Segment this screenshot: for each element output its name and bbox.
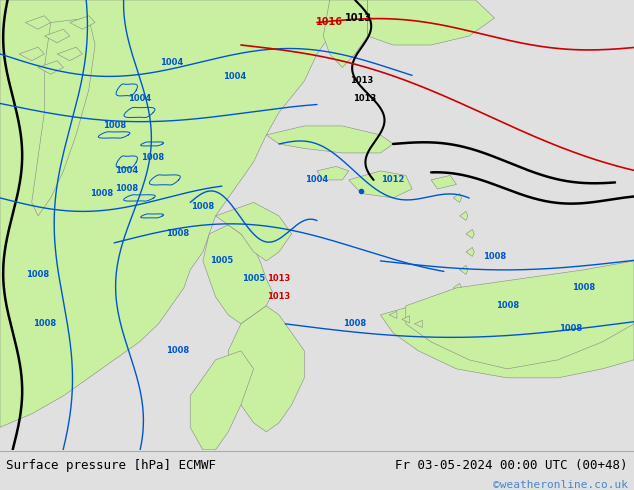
Text: 1013: 1013: [268, 293, 290, 301]
Polygon shape: [466, 247, 474, 256]
Polygon shape: [44, 29, 70, 43]
Polygon shape: [228, 306, 304, 432]
Polygon shape: [0, 0, 330, 427]
Polygon shape: [406, 261, 634, 369]
Polygon shape: [32, 18, 95, 216]
Polygon shape: [460, 211, 468, 220]
Polygon shape: [460, 266, 468, 274]
Text: 1008: 1008: [141, 153, 164, 162]
Text: 1008: 1008: [191, 202, 214, 211]
Text: 1008: 1008: [559, 324, 582, 333]
Text: 1008: 1008: [103, 122, 126, 130]
Polygon shape: [216, 202, 292, 261]
Polygon shape: [466, 229, 474, 239]
Text: 1004: 1004: [223, 72, 246, 81]
Text: 1004: 1004: [160, 58, 183, 68]
Polygon shape: [57, 47, 82, 61]
Polygon shape: [380, 270, 634, 378]
Text: 1013: 1013: [345, 13, 372, 23]
Text: 1005: 1005: [242, 274, 265, 283]
Text: Fr 03-05-2024 00:00 UTC (00+48): Fr 03-05-2024 00:00 UTC (00+48): [395, 460, 628, 472]
Polygon shape: [190, 351, 254, 450]
Text: 1013: 1013: [350, 76, 373, 85]
Polygon shape: [368, 0, 495, 45]
Polygon shape: [203, 225, 273, 324]
Text: 1008: 1008: [496, 301, 519, 310]
Text: 1008: 1008: [27, 270, 49, 279]
Polygon shape: [323, 0, 368, 68]
Polygon shape: [453, 283, 462, 293]
Text: 1008: 1008: [166, 229, 189, 239]
Polygon shape: [453, 194, 462, 202]
Text: 1013: 1013: [268, 274, 290, 283]
Text: 1008: 1008: [90, 189, 113, 198]
Text: 1008: 1008: [572, 283, 595, 293]
Polygon shape: [349, 171, 412, 198]
Text: ©weatheronline.co.uk: ©weatheronline.co.uk: [493, 480, 628, 490]
Text: 1005: 1005: [210, 256, 233, 266]
Text: 1016: 1016: [316, 18, 343, 27]
Polygon shape: [266, 126, 393, 153]
Polygon shape: [25, 16, 51, 29]
Polygon shape: [19, 47, 44, 61]
Polygon shape: [70, 16, 95, 29]
Text: 1013: 1013: [353, 95, 376, 103]
Polygon shape: [431, 175, 456, 189]
Text: Surface pressure [hPa] ECMWF: Surface pressure [hPa] ECMWF: [6, 460, 216, 472]
Text: 1004: 1004: [115, 167, 138, 175]
Polygon shape: [38, 61, 63, 74]
Text: 1008: 1008: [483, 252, 506, 261]
Text: 1008: 1008: [166, 346, 189, 355]
Text: 1004: 1004: [306, 175, 328, 184]
Polygon shape: [415, 320, 422, 327]
Text: 1004: 1004: [128, 95, 151, 103]
Text: 1008: 1008: [115, 184, 138, 194]
Polygon shape: [317, 167, 349, 180]
Polygon shape: [389, 311, 397, 318]
Polygon shape: [402, 316, 410, 323]
Text: 1008: 1008: [344, 319, 366, 328]
Text: 1008: 1008: [33, 319, 56, 328]
Text: 1012: 1012: [382, 175, 404, 184]
